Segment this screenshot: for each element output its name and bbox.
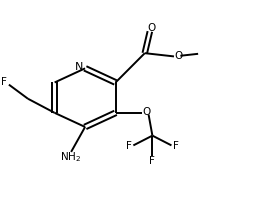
Text: O: O [147,23,155,33]
Text: O: O [174,51,182,61]
Text: F: F [149,156,155,166]
Text: F: F [1,77,7,87]
Text: F: F [126,141,132,151]
Text: NH$_2$: NH$_2$ [60,150,81,164]
Text: N: N [75,62,84,72]
Text: F: F [173,141,179,151]
Text: O: O [142,107,151,117]
